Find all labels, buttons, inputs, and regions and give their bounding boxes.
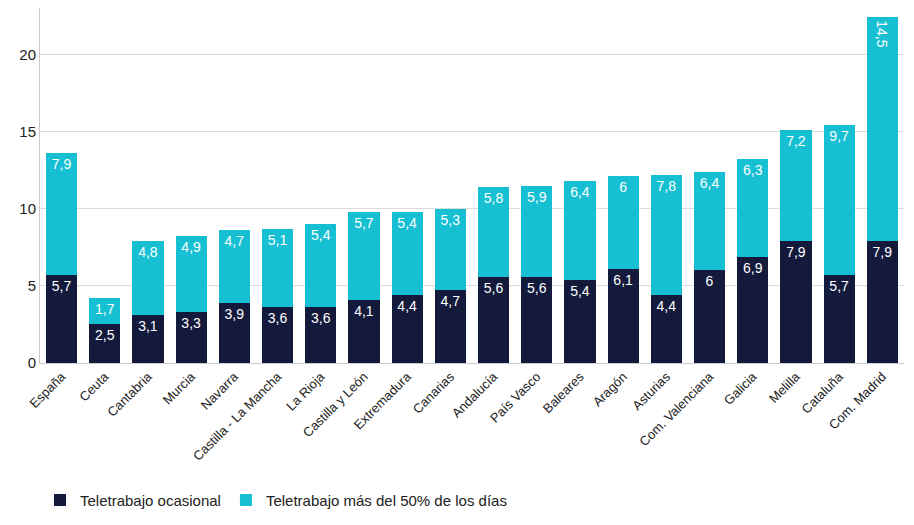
svg-text:4,9: 4,9 <box>181 239 201 255</box>
svg-text:1,7: 1,7 <box>95 301 115 317</box>
svg-text:7,9: 7,9 <box>873 244 893 260</box>
svg-text:5,4: 5,4 <box>311 227 331 243</box>
svg-text:Cantabria: Cantabria <box>104 369 155 420</box>
svg-text:6,4: 6,4 <box>570 184 590 200</box>
svg-text:7,2: 7,2 <box>786 133 806 149</box>
svg-text:0: 0 <box>28 354 36 371</box>
svg-text:4,7: 4,7 <box>225 233 245 249</box>
svg-text:Galicia: Galicia <box>721 369 760 408</box>
svg-text:6,3: 6,3 <box>743 162 763 178</box>
svg-text:3,6: 3,6 <box>268 310 288 326</box>
svg-text:4,4: 4,4 <box>657 298 677 314</box>
svg-text:7,8: 7,8 <box>657 178 677 194</box>
svg-text:Ceuta: Ceuta <box>76 369 112 405</box>
svg-text:10: 10 <box>19 200 36 217</box>
svg-text:España: España <box>27 369 69 411</box>
svg-text:5,7: 5,7 <box>829 278 849 294</box>
svg-text:6: 6 <box>619 179 627 195</box>
svg-text:7,9: 7,9 <box>786 244 806 260</box>
svg-text:5,9: 5,9 <box>527 189 547 205</box>
svg-text:5,8: 5,8 <box>484 190 504 206</box>
svg-text:Castilla y León: Castilla y León <box>300 369 371 440</box>
svg-text:3,9: 3,9 <box>225 306 245 322</box>
svg-text:Murcia: Murcia <box>160 369 199 408</box>
svg-text:4,4: 4,4 <box>397 298 417 314</box>
svg-text:Melilla: Melilla <box>766 369 803 406</box>
svg-text:4,8: 4,8 <box>138 244 158 260</box>
svg-text:5,4: 5,4 <box>397 215 417 231</box>
svg-text:Com. Madrid: Com. Madrid <box>826 369 889 432</box>
svg-text:Extremadura: Extremadura <box>351 369 415 433</box>
svg-text:2,5: 2,5 <box>95 327 115 343</box>
svg-text:5,1: 5,1 <box>268 232 288 248</box>
svg-text:La Rioja: La Rioja <box>283 369 328 414</box>
svg-text:3,6: 3,6 <box>311 310 331 326</box>
svg-text:3,3: 3,3 <box>181 315 201 331</box>
svg-text:5,3: 5,3 <box>441 212 461 228</box>
svg-text:6,9: 6,9 <box>743 260 763 276</box>
svg-text:5,7: 5,7 <box>354 215 374 231</box>
svg-text:3,1: 3,1 <box>138 318 158 334</box>
svg-text:6,1: 6,1 <box>613 272 633 288</box>
svg-text:Navarra: Navarra <box>198 369 242 413</box>
svg-text:6: 6 <box>706 273 714 289</box>
svg-text:5,7: 5,7 <box>52 278 72 294</box>
svg-text:Teletrabajo ocasional: Teletrabajo ocasional <box>80 492 221 509</box>
svg-text:Canarias: Canarias <box>410 369 458 417</box>
svg-text:5,6: 5,6 <box>484 280 504 296</box>
svg-text:Baleares: Baleares <box>540 369 587 416</box>
svg-text:Cataluña: Cataluña <box>799 369 847 417</box>
svg-text:9,7: 9,7 <box>829 128 849 144</box>
svg-text:4,7: 4,7 <box>441 293 461 309</box>
svg-text:4,1: 4,1 <box>354 303 374 319</box>
svg-text:6,4: 6,4 <box>700 175 720 191</box>
svg-text:Asturias: Asturias <box>629 369 673 413</box>
svg-text:5: 5 <box>28 277 36 294</box>
svg-text:País Vasco: País Vasco <box>487 369 543 425</box>
svg-text:7,9: 7,9 <box>52 156 72 172</box>
svg-text:14,5: 14,5 <box>874 20 890 47</box>
svg-text:Com. Valenciana: Com. Valenciana <box>636 369 716 449</box>
svg-text:20: 20 <box>19 46 36 63</box>
svg-text:Aragón: Aragón <box>590 369 630 409</box>
svg-text:Teletrabajo más del 50% de los: Teletrabajo más del 50% de los días <box>266 492 507 509</box>
svg-text:5,6: 5,6 <box>527 280 547 296</box>
svg-text:15: 15 <box>19 123 36 140</box>
svg-text:Andalucía: Andalucía <box>449 369 501 421</box>
svg-text:Castilla - La Mancha: Castilla - La Mancha <box>190 369 285 464</box>
svg-text:5,4: 5,4 <box>570 283 590 299</box>
